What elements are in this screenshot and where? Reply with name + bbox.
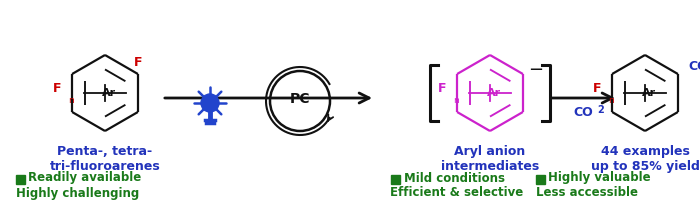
FancyBboxPatch shape [391, 174, 400, 184]
Text: Readily available: Readily available [29, 172, 141, 184]
Text: 2: 2 [597, 105, 603, 115]
Text: F: F [438, 83, 446, 96]
Text: Highly challenging: Highly challenging [15, 187, 139, 199]
FancyBboxPatch shape [15, 174, 24, 184]
FancyBboxPatch shape [536, 174, 545, 184]
Text: Efficient & selective: Efficient & selective [391, 187, 524, 199]
Text: 44 examples
up to 85% yield: 44 examples up to 85% yield [591, 145, 699, 173]
Text: CO: CO [573, 107, 593, 119]
Text: Aryl anion
intermediates: Aryl anion intermediates [441, 145, 539, 173]
Text: Less accessible: Less accessible [536, 187, 638, 199]
Text: Ar: Ar [642, 88, 656, 98]
Text: Mild conditions: Mild conditions [403, 172, 505, 184]
Text: PC: PC [290, 92, 310, 106]
Text: n: n [608, 96, 614, 105]
Text: COOH: COOH [688, 60, 700, 73]
Text: Penta-, tetra-
tri-fluoroarenes: Penta-, tetra- tri-fluoroarenes [50, 145, 160, 173]
Text: F: F [592, 83, 601, 96]
Text: F: F [52, 83, 61, 96]
Text: Ar: Ar [102, 88, 116, 98]
Text: n: n [453, 96, 459, 105]
Text: Ar: Ar [487, 88, 501, 98]
Text: n: n [68, 96, 74, 105]
Text: Highly valuable: Highly valuable [549, 172, 651, 184]
Text: F: F [134, 56, 142, 69]
Circle shape [201, 94, 219, 112]
Text: −: − [528, 61, 544, 79]
